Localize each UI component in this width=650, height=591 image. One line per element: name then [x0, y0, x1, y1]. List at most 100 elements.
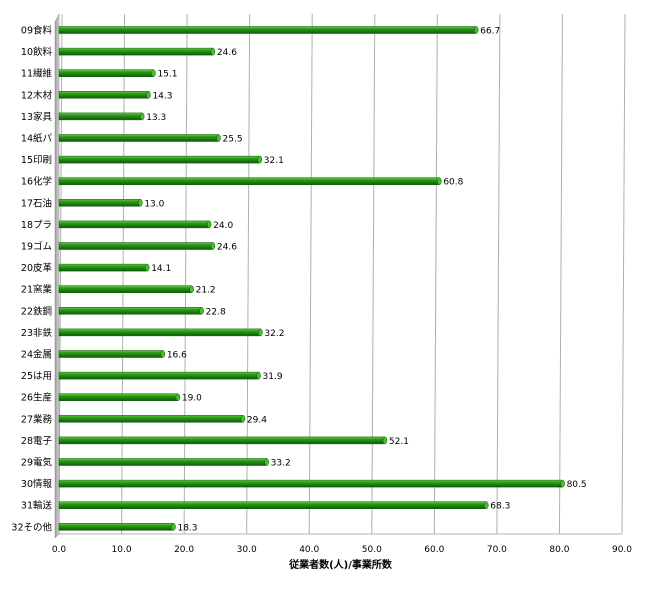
gridline	[121, 13, 126, 535]
data-label: 68.3	[490, 502, 510, 512]
category-labels: 09食料 10飲料 11繊維 12木材 13家具 14紙パ 15印刷 16化学 17石油 18プラ…	[11, 25, 52, 534]
bar-end-cap	[139, 112, 145, 121]
bars: 66.7 24.6 15.1 14.3 13.3 25.5 32.1 60.8 13.0 24.0…	[58, 26, 587, 533]
category-label: 29電気	[21, 457, 53, 469]
category-label: 20皮革	[21, 262, 53, 274]
bar-end-cap	[146, 91, 151, 99]
category-label: 18プラ	[21, 220, 52, 231]
bar	[58, 263, 148, 272]
data-label: 33.2	[271, 459, 291, 469]
bar-end-cap	[199, 307, 204, 315]
x-tick-label: 10.0	[112, 545, 132, 555]
bar	[58, 307, 202, 315]
bar	[58, 220, 210, 229]
x-tick-label: 80.0	[549, 545, 569, 555]
x-tick-label: 40.0	[299, 545, 319, 555]
bar-end-cap	[473, 26, 479, 34]
bar	[58, 69, 154, 77]
category-label: 15印刷	[21, 154, 52, 166]
category-label: 09食料	[21, 25, 53, 37]
category-label: 32その他	[11, 521, 52, 533]
bar-end-cap	[382, 436, 388, 445]
gridline	[308, 13, 313, 535]
bar	[58, 328, 261, 337]
gridline	[621, 13, 626, 535]
data-label: 24.6	[217, 243, 237, 253]
gridline	[371, 13, 376, 535]
category-label: 12木材	[21, 89, 53, 101]
left-wall	[54, 13, 60, 539]
x-tick-label: 60.0	[424, 545, 444, 555]
category-label: 30情報	[21, 478, 53, 490]
bar-end-cap	[258, 328, 263, 337]
bar	[58, 415, 244, 423]
data-label: 16.6	[167, 351, 187, 361]
data-label: 32.1	[264, 156, 284, 166]
bar-end-cap	[437, 177, 442, 185]
category-label: 19ゴム	[21, 241, 52, 253]
bar-end-cap	[216, 134, 221, 142]
bar	[58, 523, 174, 531]
bar	[58, 91, 149, 99]
bar-end-cap	[210, 242, 216, 250]
x-tick-label: 90.0	[612, 545, 632, 555]
x-tick-label: 20.0	[174, 545, 194, 555]
data-label: 52.1	[389, 437, 409, 447]
category-label: 31輸送	[21, 500, 53, 512]
bar	[58, 155, 261, 164]
bar	[58, 112, 143, 121]
bar	[58, 199, 141, 207]
category-label: 24金属	[21, 349, 52, 361]
category-label: 11繊維	[21, 68, 53, 80]
data-label: 25.5	[223, 135, 243, 145]
x-tick-labels: 0.0 10.0 20.0 30.0 40.0 50.0 60.0 70.0 80.0 90.0	[52, 545, 632, 555]
data-label: 60.8	[443, 178, 463, 188]
bar-end-cap	[175, 393, 181, 401]
bar	[58, 479, 563, 488]
category-label: 13家具	[21, 111, 53, 123]
data-label: 19.0	[182, 394, 202, 404]
gridline	[496, 13, 501, 535]
bar-end-cap	[189, 285, 194, 293]
bar	[58, 285, 192, 293]
bar	[58, 393, 179, 401]
bar-end-cap	[240, 415, 246, 423]
bar	[58, 371, 259, 380]
bar	[58, 436, 386, 445]
bar-end-cap	[210, 47, 216, 56]
data-label: 14.3	[152, 91, 172, 101]
data-label: 29.4	[247, 415, 267, 425]
category-label: 23非鉄	[21, 327, 53, 339]
gridline	[558, 13, 563, 535]
data-label: 15.1	[157, 70, 177, 80]
bar-end-cap	[171, 523, 176, 531]
category-label: 26生産	[21, 392, 52, 404]
bar-end-cap	[160, 350, 166, 358]
bar-end-cap	[138, 199, 143, 207]
bar-end-cap	[264, 458, 269, 466]
bar	[58, 350, 164, 358]
category-label: 21窯業	[21, 284, 53, 296]
data-label: 31.9	[263, 372, 283, 382]
bar	[58, 134, 219, 142]
gridlines	[58, 13, 626, 535]
axis-wall	[54, 13, 60, 539]
category-label: 10飲料	[21, 46, 53, 58]
bar-end-cap	[256, 371, 261, 380]
x-tick-label: 70.0	[487, 545, 507, 555]
category-label: 14紙パ	[21, 133, 53, 145]
category-label: 25は用	[21, 371, 52, 382]
gridline	[246, 13, 251, 535]
gridline	[183, 13, 188, 535]
data-label: 24.0	[213, 221, 233, 231]
data-label: 21.2	[196, 286, 216, 296]
data-label: 13.3	[146, 113, 166, 123]
data-label: 13.0	[144, 199, 164, 209]
x-tick-label: 30.0	[237, 545, 257, 555]
x-tick-label: 0.0	[52, 545, 67, 555]
category-label: 27業務	[21, 413, 53, 425]
category-label: 17石油	[21, 197, 52, 209]
data-label: 24.6	[217, 48, 237, 58]
data-label: 22.8	[206, 307, 226, 317]
category-label: 22鉄鋼	[21, 305, 52, 317]
